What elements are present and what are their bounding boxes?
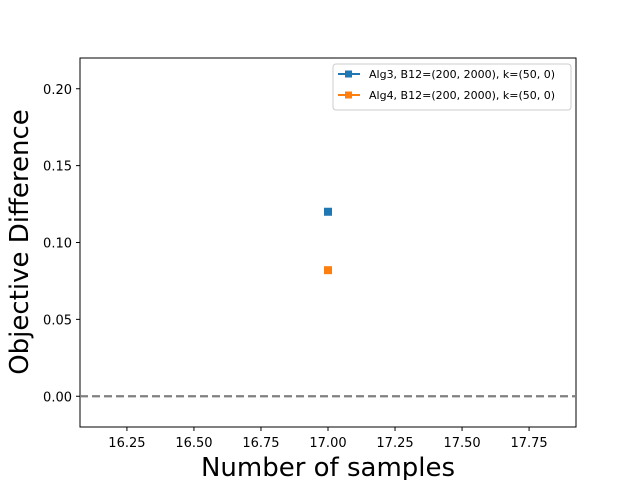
legend-box — [332, 63, 572, 111]
x-tick-label: 16.50 — [175, 436, 212, 451]
legend: Alg3, B12=(200, 2000), k=(50, 0) Alg4, B1… — [332, 63, 572, 111]
data-marks — [324, 207, 332, 275]
plot-frame — [79, 57, 577, 428]
x-tick-label: 17.50 — [443, 436, 480, 451]
x-axis-title: Number of samples — [201, 453, 455, 480]
data-point-series-1 — [324, 207, 332, 216]
x-tick-label: 16.25 — [108, 436, 145, 451]
data-point-series-2 — [324, 266, 332, 275]
plot-area — [79, 57, 577, 428]
y-tick-label: 0.20 — [43, 83, 72, 98]
legend-label-2: Alg4, B12=(200, 2000), k=(50, 0) — [369, 89, 555, 102]
legend-label-1: Alg3, B12=(200, 2000), k=(50, 0) — [369, 68, 555, 81]
x-axis-ticks: 16.25 16.50 16.75 17.00 17.25 17.50 17.75 — [108, 427, 548, 451]
y-tick-label: 0.00 — [43, 390, 72, 405]
x-tick-label: 17.25 — [376, 436, 413, 451]
y-tick-label: 0.10 — [43, 237, 72, 252]
legend-marker-2 — [345, 91, 352, 99]
y-tick-label: 0.05 — [43, 313, 72, 328]
y-tick-label: 0.15 — [43, 160, 72, 175]
x-tick-label: 17.00 — [309, 436, 346, 451]
x-tick-label: 17.75 — [510, 436, 547, 451]
legend-marker-1 — [345, 70, 352, 78]
y-axis-ticks: 0.00 0.05 0.10 0.15 0.20 — [43, 83, 80, 405]
y-axis-title: Objective Difference — [5, 109, 35, 375]
x-tick-label: 16.75 — [242, 436, 279, 451]
